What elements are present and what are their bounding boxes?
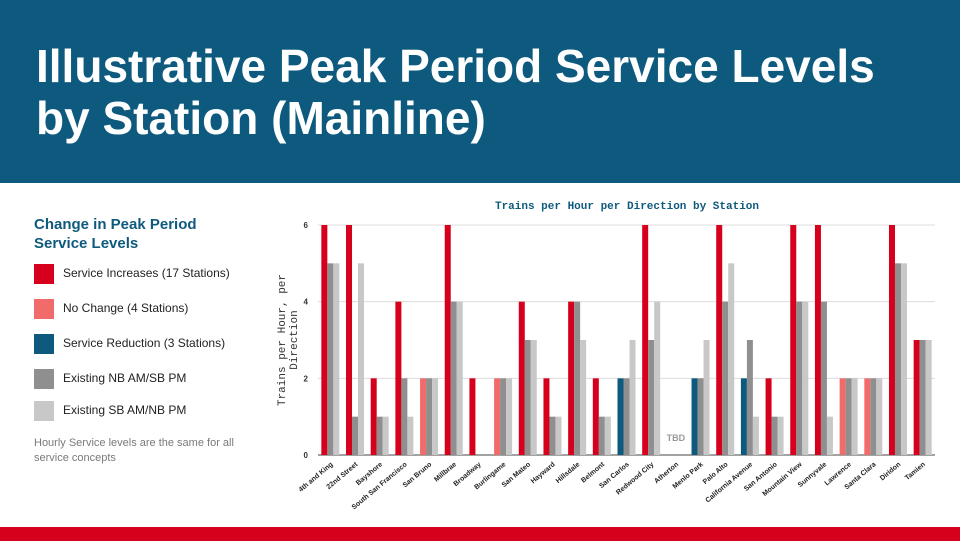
bar bbox=[568, 301, 575, 455]
bar bbox=[697, 378, 704, 455]
bar bbox=[407, 416, 414, 455]
bar bbox=[654, 301, 661, 455]
bar bbox=[648, 340, 655, 455]
x-tick-label: Hillsdale bbox=[555, 461, 582, 485]
bar bbox=[376, 416, 383, 455]
tbd-label: TBD bbox=[667, 433, 686, 443]
bar bbox=[327, 263, 334, 455]
legend-panel: Change in Peak Period Service Levels Ser… bbox=[34, 215, 264, 464]
bar bbox=[716, 225, 723, 455]
bar bbox=[722, 301, 729, 455]
bar bbox=[426, 378, 433, 455]
bar bbox=[518, 301, 525, 455]
bar bbox=[870, 378, 877, 455]
bar bbox=[845, 378, 852, 455]
bar bbox=[555, 416, 562, 455]
bar bbox=[617, 378, 624, 455]
bar bbox=[796, 301, 803, 455]
legend-label: Service Increases (17 Stations) bbox=[63, 266, 230, 280]
bar bbox=[456, 301, 463, 455]
bar bbox=[790, 225, 797, 455]
bar bbox=[444, 225, 451, 455]
legend-label: No Change (4 Stations) bbox=[63, 301, 189, 315]
x-tick-label: Tamien bbox=[904, 461, 927, 482]
bar bbox=[820, 301, 827, 455]
footer-accent-bar bbox=[0, 527, 960, 541]
bar bbox=[851, 378, 858, 455]
x-tick-label: Diridon bbox=[879, 461, 902, 482]
slide-title: Illustrative Peak Period Service Levels … bbox=[36, 40, 875, 144]
legend-swatch bbox=[34, 264, 54, 284]
bar bbox=[420, 378, 427, 455]
bar bbox=[580, 340, 587, 455]
bar bbox=[543, 378, 550, 455]
bar bbox=[752, 416, 759, 455]
bar bbox=[395, 301, 402, 455]
bar bbox=[826, 416, 833, 455]
bar bbox=[925, 340, 932, 455]
bar bbox=[771, 416, 778, 455]
bar bbox=[839, 378, 846, 455]
legend-label: Service Reduction (3 Stations) bbox=[63, 336, 226, 350]
bar bbox=[604, 416, 611, 455]
bar bbox=[401, 378, 408, 455]
bar bbox=[432, 378, 439, 455]
legend-note: Hourly Service levels are the same for a… bbox=[34, 437, 234, 464]
bar bbox=[746, 340, 753, 455]
bar bbox=[913, 340, 920, 455]
x-tick-label: California Avenue bbox=[704, 461, 754, 504]
bar bbox=[469, 378, 476, 455]
title-banner: Illustrative Peak Period Service Levels … bbox=[0, 0, 960, 183]
bar bbox=[703, 340, 710, 455]
bar bbox=[919, 340, 926, 455]
legend-title: Change in Peak Period Service Levels bbox=[34, 216, 197, 252]
legend-swatch bbox=[34, 369, 54, 389]
y-tick-label: 0 bbox=[304, 451, 309, 460]
bar bbox=[549, 416, 556, 455]
bar bbox=[346, 225, 353, 455]
bar bbox=[321, 225, 328, 455]
bar bbox=[691, 378, 698, 455]
bar bbox=[524, 340, 531, 455]
bar bbox=[592, 378, 599, 455]
bar bbox=[506, 378, 513, 455]
bar bbox=[382, 416, 389, 455]
bar bbox=[333, 263, 340, 455]
y-axis-label: Trains per Hour, perDirection bbox=[277, 274, 301, 406]
bar bbox=[802, 301, 809, 455]
y-tick-label: 4 bbox=[304, 298, 309, 307]
bar bbox=[598, 416, 605, 455]
bar bbox=[629, 340, 636, 455]
bar bbox=[888, 225, 895, 455]
bar bbox=[765, 378, 772, 455]
bar bbox=[642, 225, 649, 455]
bar bbox=[814, 225, 821, 455]
legend-swatch bbox=[34, 299, 54, 319]
bar bbox=[370, 378, 377, 455]
bar bbox=[358, 263, 365, 455]
bar bbox=[574, 301, 581, 455]
legend-swatch bbox=[34, 401, 54, 421]
bar bbox=[728, 263, 735, 455]
bar-chart: Trains per Hour per Direction by Station… bbox=[277, 201, 935, 511]
legend-label: Existing SB AM/NB PM bbox=[63, 403, 187, 417]
bar bbox=[494, 378, 501, 455]
bar bbox=[623, 378, 630, 455]
y-tick-label: 6 bbox=[304, 221, 309, 230]
bar bbox=[352, 416, 359, 455]
bar bbox=[450, 301, 457, 455]
chart-title: Trains per Hour per Direction by Station bbox=[495, 201, 759, 213]
bar bbox=[530, 340, 537, 455]
bar bbox=[900, 263, 907, 455]
y-tick-label: 2 bbox=[304, 374, 309, 383]
bar bbox=[876, 378, 883, 455]
bar bbox=[500, 378, 507, 455]
x-tick-label: Hayward bbox=[530, 461, 557, 485]
legend-label: Existing NB AM/SB PM bbox=[63, 371, 187, 385]
bar bbox=[864, 378, 871, 455]
bar bbox=[894, 263, 901, 455]
bar bbox=[777, 416, 784, 455]
legend-swatch bbox=[34, 334, 54, 354]
bar bbox=[740, 378, 747, 455]
